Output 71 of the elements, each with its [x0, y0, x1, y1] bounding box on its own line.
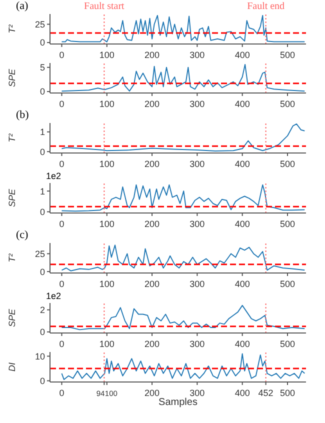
y-tick-label: 0: [40, 376, 45, 386]
x-tick-label: 500: [280, 159, 296, 169]
x-tick-label: 0: [59, 279, 64, 289]
y-tick-label: 25: [34, 248, 45, 259]
x-tick-label: 100: [99, 219, 114, 229]
x-tick-label: 300: [190, 279, 205, 289]
text: 1e2: [46, 291, 62, 301]
x-tick-label: 0: [59, 50, 64, 60]
y-tick-label: 0: [40, 38, 45, 48]
x-tick-label: 0: [59, 99, 64, 109]
x-tick-label: 400: [234, 388, 250, 398]
x-tick-label: 500: [280, 50, 296, 60]
x-tick-label: 0: [59, 159, 64, 169]
x-tick-label: 100: [99, 50, 114, 60]
chart-title: (c): [16, 229, 28, 241]
y-axis-title: DI: [7, 362, 18, 372]
x-tick-label: 0: [59, 339, 64, 349]
x-tick-label: 500: [280, 388, 296, 398]
y-axis-title: SPE: [7, 68, 18, 88]
text: 1e2: [46, 171, 62, 181]
x-tick-label: 100: [99, 279, 114, 289]
x-tick-label: 200: [144, 219, 160, 229]
x-tick-label: 100: [99, 339, 114, 349]
y-axis-title: SPE: [7, 308, 18, 328]
x-tick-label: 452: [258, 388, 274, 398]
y-axis-title: T²: [7, 252, 18, 262]
y-tick-label: 25: [34, 19, 45, 30]
x-tick-label: 200: [144, 339, 160, 349]
y-tick-label: 2: [40, 305, 45, 316]
x-tick-label: 400: [234, 99, 250, 109]
y-tick-label: 0: [40, 86, 45, 97]
x-tick-label: 100: [99, 99, 114, 109]
x-tick-label: 0: [59, 388, 64, 398]
x-tick-label: 300: [190, 339, 205, 349]
ref-line-label: Fault start: [84, 1, 125, 12]
x-tick-label: 500: [280, 99, 296, 109]
y-axis-title: T²: [7, 24, 18, 34]
x-tick-label: 400: [234, 159, 250, 169]
y-tick-label: 10: [34, 351, 45, 362]
chart-title: (a): [16, 0, 28, 12]
x-tick-label: 300: [190, 159, 205, 169]
y-axis-title: SPE: [7, 188, 18, 208]
y-tick-label: 1: [40, 186, 45, 196]
x-tick-label: 500: [280, 279, 296, 289]
x-tick-label: 100: [99, 159, 114, 169]
x-tick-label: 300: [190, 99, 205, 109]
x-tick-label: 500: [280, 219, 296, 229]
chart-title: (b): [16, 109, 29, 121]
x-tick-label: 0: [59, 219, 64, 229]
y-tick-label: 0: [40, 146, 45, 157]
x-tick-label: 300: [190, 219, 205, 229]
y-tick-label: 0: [40, 266, 45, 277]
ref-line-label: Fault end: [247, 1, 285, 12]
x-tick-label: 300: [190, 388, 205, 398]
x-tick-label: 200: [144, 279, 160, 289]
y-axis-title: T²: [7, 132, 18, 142]
x-tick-label: 400: [234, 219, 250, 229]
y-tick-label: 1: [40, 127, 45, 138]
x-tick-label: 400: [234, 339, 250, 349]
y-tick-label: 5: [40, 62, 45, 73]
x-tick-label: 500: [280, 339, 296, 349]
x-tick-label: 300: [190, 50, 205, 60]
x-tick-label: 400: [234, 279, 250, 289]
y-tick-label: 0: [40, 206, 45, 217]
x-tick-label: 200: [144, 99, 160, 109]
x-tick-label: 200: [144, 159, 160, 169]
x-axis-title: Samples: [158, 397, 198, 408]
x-tick-label: 200: [144, 50, 160, 60]
y-tick-label: 0: [40, 327, 45, 338]
x-tick-label: 400: [234, 50, 250, 60]
x-tick-label: 200: [144, 388, 160, 398]
